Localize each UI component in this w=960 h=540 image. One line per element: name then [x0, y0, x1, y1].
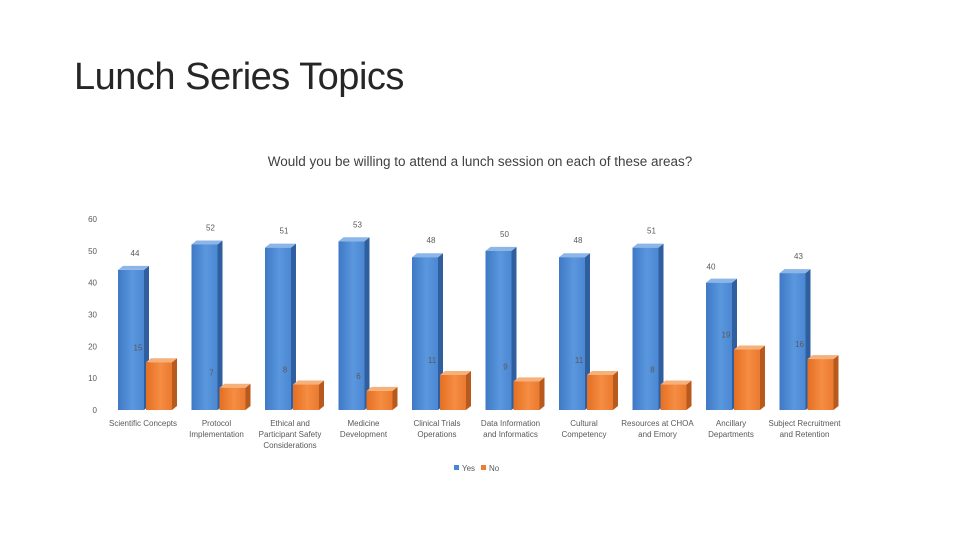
bar-no-2 [219, 383, 251, 410]
category-label-6: Data Information and Informatics [481, 419, 540, 439]
data-label-yes-3: 51 [280, 227, 289, 236]
slide-title: Lunch Series Topics [74, 56, 404, 98]
data-label-no-2: 7 [209, 369, 214, 378]
data-label-yes-10: 43 [794, 252, 803, 261]
data-label-no-10: 16 [795, 340, 804, 349]
legend-swatch [454, 465, 459, 470]
data-label-yes-9: 40 [707, 263, 716, 272]
y-tick-label: 30 [88, 311, 97, 320]
category-label-1: Scientific Concepts [109, 419, 177, 428]
data-label-yes-4: 53 [353, 220, 362, 229]
bar-no-5 [440, 370, 471, 410]
y-tick-label: 40 [88, 279, 97, 288]
bar-no-7 [587, 370, 618, 410]
bar-yes-4 [338, 237, 370, 410]
legend-label: No [489, 464, 500, 473]
data-labels: 44 15 52 7 51 8 53 6 48 11 50 9 48 11 51 8 40 19 43 16 [131, 220, 805, 381]
bar-no-9 [734, 345, 765, 410]
legend-label: Yes [462, 464, 475, 473]
bar-yes-5 [412, 253, 443, 410]
bar-yes-9 [706, 278, 737, 410]
data-label-no-8: 8 [650, 366, 655, 375]
bar-yes-3 [265, 243, 296, 410]
bar-yes-8 [632, 243, 664, 410]
data-label-no-5: 11 [428, 356, 437, 365]
category-label-8: Resources at CHOA and Emory [621, 419, 694, 439]
data-label-no-1: 15 [134, 343, 143, 352]
data-label-no-3: 8 [283, 366, 288, 375]
y-axis: 0 10 20 30 40 50 60 [88, 215, 97, 415]
y-tick-label: 10 [88, 374, 97, 383]
category-label-5: Clinical Trials Operations [413, 419, 460, 439]
y-tick-label: 50 [88, 247, 97, 256]
data-label-no-6: 9 [503, 362, 508, 371]
bar-no-3 [293, 380, 324, 410]
category-labels: Scientific Concepts Protocol Implementatio… [109, 419, 841, 450]
data-label-yes-1: 44 [131, 249, 140, 258]
bar-yes-7 [559, 253, 590, 410]
data-label-no-9: 19 [722, 331, 731, 340]
y-tick-label: 0 [93, 406, 98, 415]
category-label-4: Medicine Development [340, 419, 388, 439]
category-label-10: Subject Recruitment and Retention [768, 419, 841, 439]
bars [118, 237, 839, 410]
bar-yes-10 [779, 269, 811, 410]
category-label-3: Ethical and Participant Safety Considerati… [259, 419, 322, 450]
data-label-yes-5: 48 [427, 236, 436, 245]
bar-yes-2 [191, 240, 223, 410]
bar-no-8 [660, 380, 692, 410]
data-label-yes-7: 48 [574, 236, 583, 245]
data-label-yes-8: 51 [647, 227, 656, 236]
legend-item-no: No [481, 464, 500, 473]
y-tick-label: 20 [88, 342, 97, 351]
category-label-9: Ancillary Departments [708, 419, 754, 439]
data-label-no-4: 6 [356, 372, 361, 381]
category-label-7: Cultural Competency [562, 419, 607, 439]
bar-no-10 [807, 355, 839, 410]
y-tick-label: 60 [88, 215, 97, 224]
chart-title: Would you be willing to attend a lunch s… [267, 154, 693, 169]
legend-swatch [481, 465, 486, 470]
data-label-yes-6: 50 [500, 230, 509, 239]
bar-no-1 [146, 358, 177, 410]
bar-yes-1 [118, 265, 149, 410]
legend: Yes No [454, 464, 500, 473]
bar-no-6 [513, 377, 545, 410]
data-label-yes-2: 52 [206, 223, 215, 232]
bar-no-4 [366, 386, 398, 410]
legend-item-yes: Yes [454, 464, 475, 473]
category-label-2: Protocol Implementation [189, 419, 244, 439]
bar-yes-6 [485, 246, 517, 410]
data-label-no-7: 11 [575, 356, 584, 365]
